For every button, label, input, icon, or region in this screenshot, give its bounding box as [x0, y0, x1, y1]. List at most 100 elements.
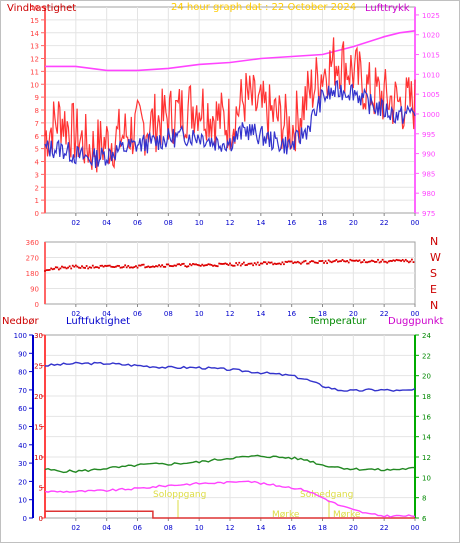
direction-point [395, 258, 398, 261]
precip-tick-label: 100 [14, 332, 27, 340]
direction-point [258, 264, 261, 266]
direction-point [377, 258, 379, 261]
direction-point [321, 259, 324, 262]
direction-point [273, 262, 276, 265]
direction-point [202, 264, 205, 267]
x-tick-label: 20 [349, 219, 358, 227]
direction-point [133, 266, 136, 268]
direction-point [210, 264, 213, 266]
direction-x-ticks: 02 04 06 08 10 12 14 16 18 20 22 00 [71, 304, 419, 318]
y2-tick-label: 1010 [422, 71, 440, 79]
y-tick-label: 90 [30, 286, 39, 294]
direction-point [64, 266, 66, 269]
dewpoint-label: Duggpunkt [388, 316, 444, 327]
y2-tick-label: 985 [422, 170, 435, 178]
direction-point [352, 259, 355, 262]
direction-point [312, 260, 315, 263]
x-tick-label: 00 [411, 310, 420, 318]
x-tick-label: 08 [164, 310, 173, 318]
precip-tick-label: 70 [18, 387, 27, 395]
direction-point [110, 265, 113, 268]
direction-point [259, 262, 262, 265]
y-tick-label: 2 [35, 184, 39, 192]
direction-point [284, 260, 287, 263]
direction-point [341, 258, 344, 261]
direction-point [355, 259, 358, 262]
direction-point [292, 262, 295, 265]
direction-point [73, 265, 76, 268]
direction-point [304, 259, 307, 262]
direction-point [364, 261, 367, 264]
direction-point [344, 260, 347, 263]
direction-point [404, 258, 407, 261]
direction-point [389, 259, 392, 262]
direction-point [343, 260, 345, 263]
direction-point [384, 260, 387, 263]
direction-point [168, 264, 171, 267]
precip-line [45, 510, 415, 519]
wind-x-ticks: 02 04 06 08 10 12 14 16 18 20 22 00 [71, 213, 419, 227]
humidity-line [44, 361, 416, 392]
direction-point [320, 260, 322, 263]
x-tick-label: 20 [349, 310, 358, 318]
direction-point [279, 263, 282, 266]
direction-point [264, 261, 267, 264]
direction-point [244, 264, 247, 267]
direction-y-ticks: 0 90 180 270 360 [26, 239, 39, 309]
direction-point [256, 261, 259, 264]
direction-point [267, 261, 270, 264]
direction-point [397, 259, 399, 262]
direction-point [230, 264, 233, 267]
y-tick-label: 9 [35, 94, 39, 102]
direction-point [59, 267, 62, 270]
direction-point [313, 261, 316, 264]
direction-point [346, 260, 349, 262]
pressure-y-ticks: 975 980 985 990 995 1000 1005 1010 1015 1020 1025 [415, 12, 440, 218]
x-tick-label: 02 [71, 219, 80, 227]
direction-point [278, 262, 281, 265]
direction-point [108, 264, 111, 267]
direction-point [232, 264, 234, 267]
direction-point [198, 264, 201, 267]
humidity-tick-label: 25 [34, 363, 43, 371]
compass-label-n-bottom: N [430, 299, 438, 312]
direction-point [199, 264, 202, 267]
direction-point [246, 264, 248, 266]
direction-point [378, 261, 381, 264]
sunset-label: Solnedgang [300, 490, 353, 500]
direction-point [316, 262, 319, 264]
x-tick-label: 16 [287, 310, 296, 318]
direction-point [104, 264, 107, 267]
temp-tick-label: 6 [422, 515, 427, 523]
direction-point [330, 261, 333, 264]
temp-tick-label: 8 [422, 495, 426, 503]
direction-point [125, 266, 128, 269]
direction-point [286, 261, 288, 263]
y-tick-label: 6 [35, 133, 40, 141]
climate-grid [45, 335, 415, 518]
direction-point [155, 265, 157, 267]
direction-point [91, 264, 94, 267]
x-tick-label: 12 [226, 310, 235, 318]
x-tick-label: 00 [411, 219, 420, 227]
direction-point [107, 264, 110, 267]
direction-point [196, 263, 199, 266]
direction-point [255, 263, 258, 266]
direction-point [193, 263, 196, 266]
direction-point [167, 263, 170, 266]
direction-point [187, 265, 190, 268]
direction-point [213, 264, 216, 267]
humidity-tick-label: 0 [39, 515, 43, 523]
direction-point [173, 264, 176, 267]
direction-point [281, 261, 284, 264]
y-tick-label: 16 [30, 4, 39, 12]
compass-label-e: E [430, 283, 437, 296]
direction-point [111, 266, 114, 268]
direction-point [261, 262, 264, 265]
compass-label-n-top: N [430, 235, 438, 248]
direction-point [148, 266, 151, 269]
direction-point [192, 263, 194, 265]
y2-tick-label: 1020 [422, 32, 440, 40]
direction-point [81, 265, 83, 268]
